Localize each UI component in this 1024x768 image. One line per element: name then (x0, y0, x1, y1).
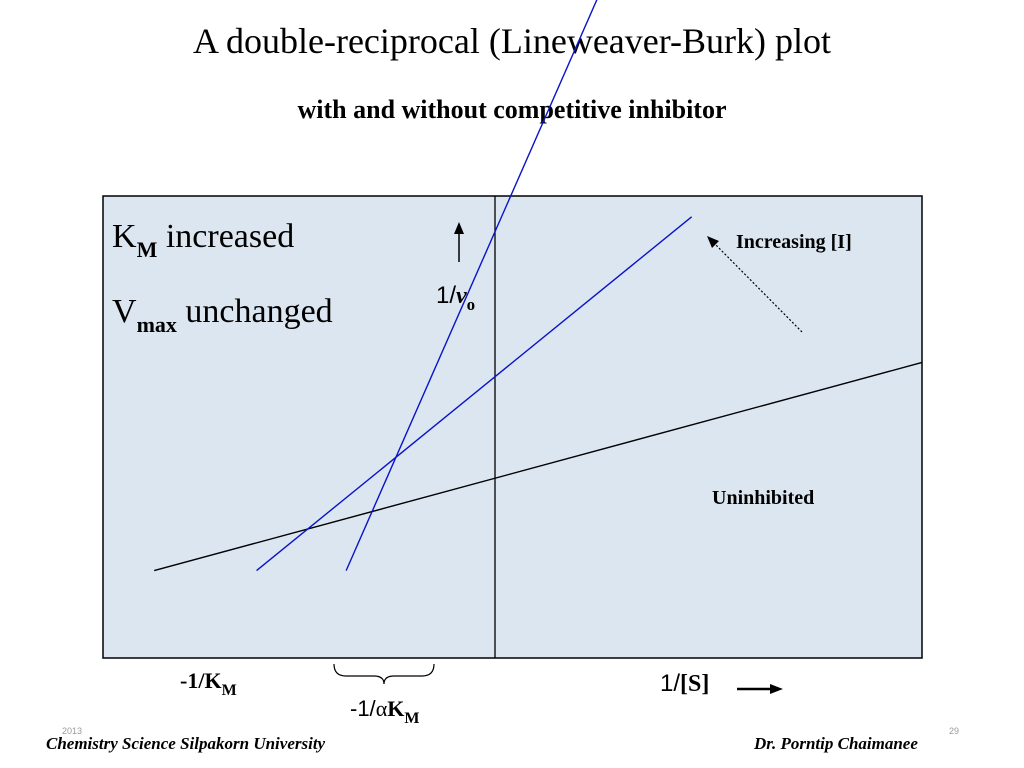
footer-year: 2013 (62, 726, 83, 736)
uninhibited-label: Uninhibited (712, 487, 815, 509)
alpha-km-brace (333, 663, 435, 685)
km-increased-label: KM increased (112, 218, 295, 262)
plot-area (102, 195, 923, 659)
increasing-inhibitor-label: Increasing [I] (736, 231, 852, 253)
increasing-arrow (711, 240, 803, 333)
vmax-unchanged-label: Vmax unchanged (112, 293, 333, 337)
footer-right: Dr. Porntip Chaimanee (754, 734, 918, 753)
series-line-inhibited-1 (256, 216, 693, 572)
neg-inverse-km-label: -1/KM (180, 668, 237, 699)
x-axis-arrow-head (770, 684, 783, 694)
series-line-inhibited-2 (345, 0, 598, 571)
series-line-uninhibited (154, 361, 923, 572)
y-axis-label: 1/vo (436, 282, 476, 314)
chart-title: A double-reciprocal (Lineweaver-Burk) pl… (192, 21, 831, 61)
footer-left: Chemistry Science Silpakorn University (46, 734, 326, 753)
increasing-arrow-head (707, 236, 719, 248)
y-axis-arrow-head (454, 222, 464, 234)
chart-subtitle: with and without competitive inhibitor (297, 95, 727, 124)
x-axis-label: 1/[S] (660, 670, 710, 697)
footer-page: 29 (949, 726, 960, 736)
neg-inverse-alpha-km-label: -1/αKM (350, 696, 420, 727)
series-group (154, 0, 923, 572)
